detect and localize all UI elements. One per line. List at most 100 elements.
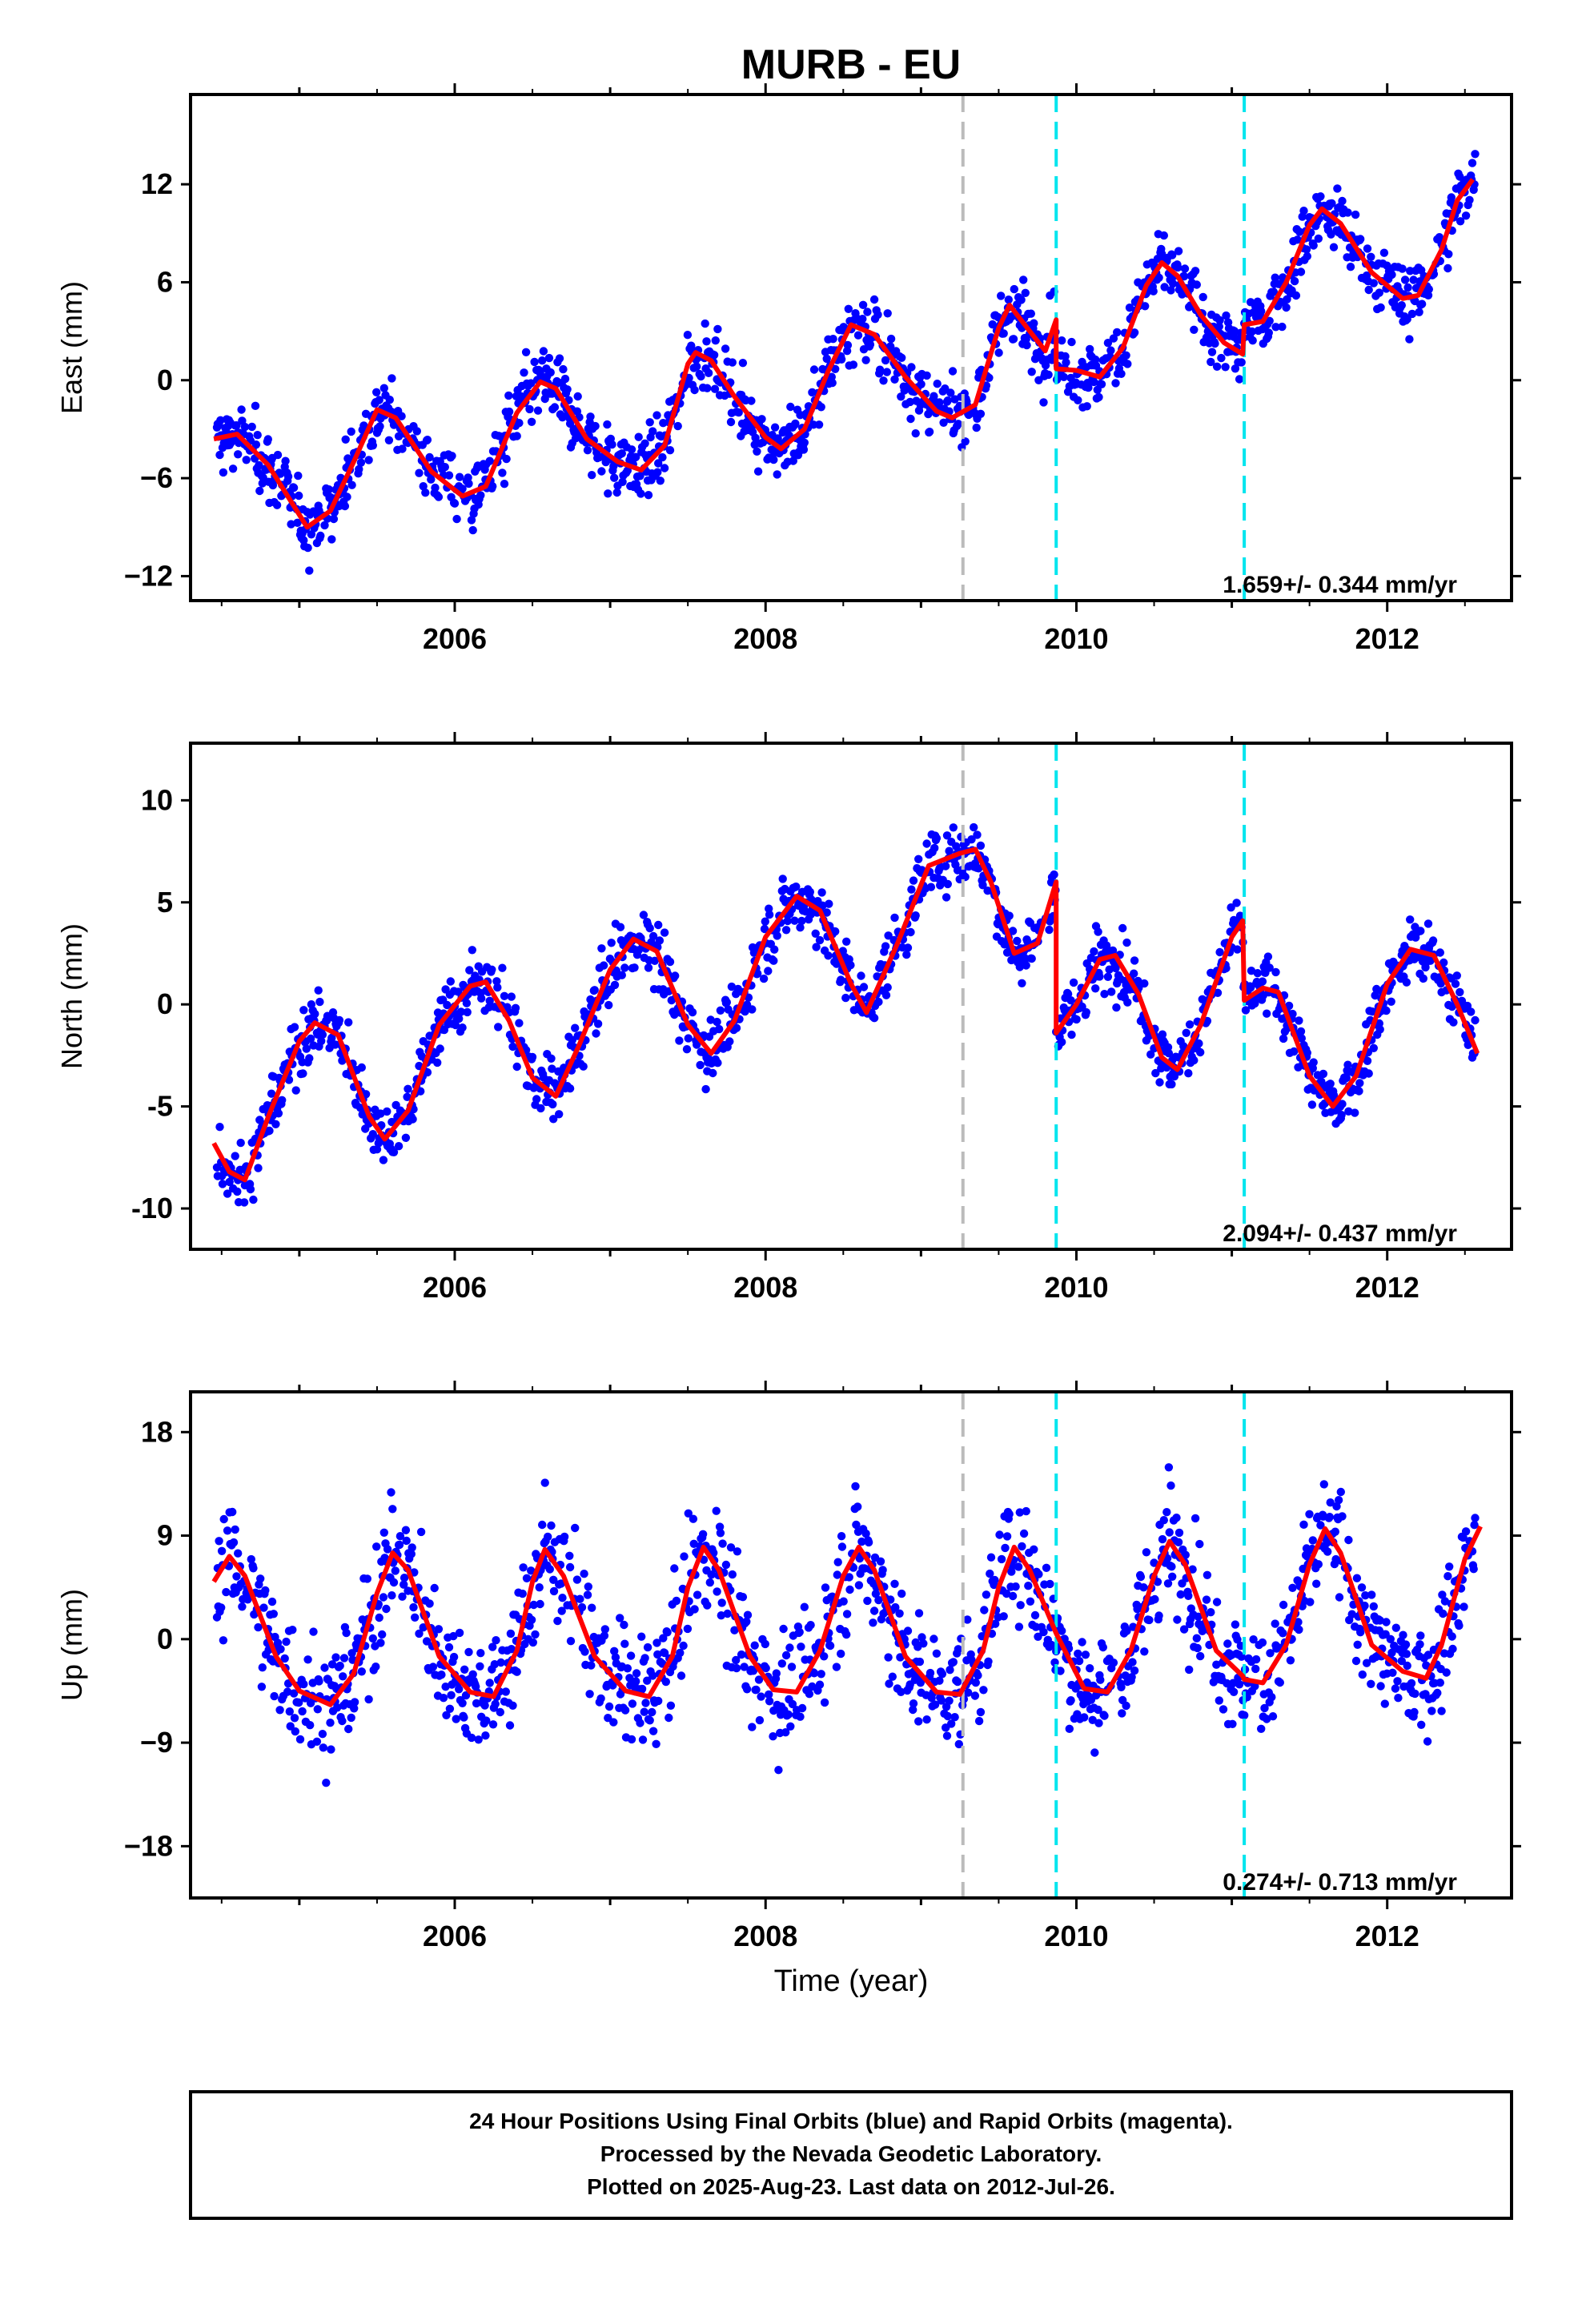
data-point — [1323, 1547, 1332, 1556]
data-point — [884, 931, 893, 940]
data-point — [672, 1596, 681, 1606]
data-point — [540, 1478, 549, 1487]
data-point — [234, 450, 243, 459]
data-point — [654, 1696, 663, 1706]
data-point — [282, 1637, 291, 1647]
data-point — [430, 1583, 439, 1593]
data-point — [1130, 956, 1139, 965]
data-point — [580, 1647, 589, 1656]
data-point — [299, 1679, 308, 1689]
data-point — [779, 1624, 788, 1634]
data-point — [255, 460, 263, 470]
data-point — [231, 1152, 239, 1160]
data-point — [697, 372, 705, 381]
data-point — [822, 908, 831, 917]
data-point — [273, 450, 283, 460]
data-point — [820, 1698, 829, 1707]
data-point — [942, 893, 951, 902]
data-point — [632, 1677, 640, 1686]
data-point — [837, 1532, 846, 1541]
data-point — [597, 944, 606, 953]
data-point — [450, 499, 460, 508]
data-point — [1439, 958, 1448, 967]
data-point — [394, 1142, 404, 1151]
data-point — [1356, 235, 1365, 243]
data-point — [549, 1115, 558, 1124]
data-point — [274, 1109, 283, 1118]
data-point — [504, 407, 514, 416]
data-point — [1267, 1693, 1276, 1702]
data-point — [1435, 1679, 1445, 1687]
data-point — [663, 1628, 672, 1637]
data-point — [291, 1727, 299, 1736]
data-point — [1257, 1724, 1266, 1733]
data-point — [620, 1620, 628, 1630]
data-point — [748, 1723, 757, 1731]
data-point — [1329, 243, 1339, 251]
data-point — [995, 1530, 1004, 1539]
data-point — [452, 1715, 460, 1723]
data-point — [644, 491, 653, 500]
data-point — [604, 489, 612, 498]
data-point — [690, 385, 699, 395]
data-point — [1316, 192, 1325, 201]
data-point — [954, 1645, 963, 1654]
data-point — [890, 913, 899, 923]
data-point — [364, 1695, 373, 1704]
data-point — [313, 1705, 322, 1714]
data-point — [1351, 1656, 1361, 1666]
data-point — [1103, 972, 1113, 982]
data-point — [753, 467, 763, 476]
data-point — [378, 1630, 387, 1639]
data-point — [759, 438, 768, 447]
data-point — [263, 435, 272, 444]
data-point — [689, 1514, 698, 1523]
data-point — [401, 1133, 411, 1143]
data-point — [640, 1707, 648, 1716]
data-point — [608, 440, 616, 449]
data-point — [544, 353, 554, 363]
data-point — [1086, 1664, 1094, 1673]
data-point — [914, 1717, 923, 1726]
data-point — [1448, 1644, 1457, 1654]
data-point — [1067, 337, 1076, 347]
data-point — [1229, 1679, 1238, 1687]
data-point — [781, 1728, 790, 1737]
data-point — [1333, 184, 1342, 193]
data-point — [640, 439, 649, 448]
data-point — [1111, 379, 1120, 388]
data-point — [726, 417, 736, 427]
data-point — [1145, 1615, 1154, 1625]
data-point — [1284, 1001, 1294, 1011]
data-point — [1140, 1647, 1149, 1656]
data-point — [455, 472, 464, 481]
data-point — [653, 468, 662, 476]
data-point — [1212, 1660, 1221, 1669]
data-point — [727, 982, 737, 991]
rate-label: 2.094+/- 0.437 mm/yr — [1223, 1220, 1457, 1247]
data-point — [434, 493, 444, 501]
data-point — [986, 1553, 996, 1562]
data-point — [217, 1546, 227, 1556]
data-point — [416, 1527, 426, 1537]
data-point — [462, 999, 472, 1007]
data-point — [586, 412, 595, 421]
data-point — [472, 1699, 481, 1708]
data-point — [335, 1661, 344, 1671]
data-point — [864, 1538, 873, 1547]
data-point — [1179, 1625, 1189, 1634]
data-point — [1008, 1591, 1018, 1601]
data-point — [670, 1564, 679, 1573]
data-point — [468, 525, 477, 535]
y-tick-label: 0 — [157, 1622, 173, 1655]
data-point — [1095, 972, 1104, 981]
data-point — [1296, 1027, 1306, 1036]
data-point — [883, 983, 892, 992]
data-point — [419, 482, 428, 491]
data-point — [1039, 398, 1048, 407]
data-point — [1212, 362, 1222, 371]
data-point — [222, 1587, 231, 1597]
data-point — [379, 1528, 388, 1538]
data-point — [1215, 947, 1224, 957]
data-point — [818, 901, 827, 911]
